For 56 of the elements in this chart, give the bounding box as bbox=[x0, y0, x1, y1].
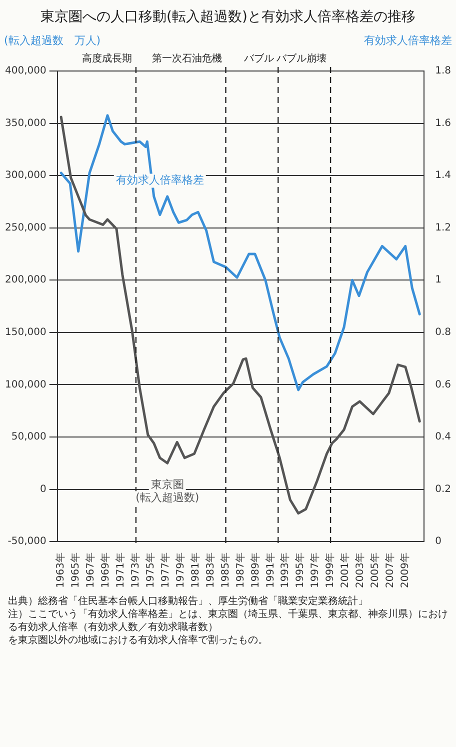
x-tick-label: 1979年 bbox=[174, 552, 186, 588]
y-tick-label: 0 bbox=[40, 484, 46, 495]
y-tick-label: 50,000 bbox=[11, 432, 46, 443]
y2-tick-label: 0.8 bbox=[435, 327, 452, 338]
x-tick-label: 1991年 bbox=[264, 552, 276, 588]
x-tick-label: 1965年 bbox=[70, 552, 82, 588]
x-tick-label: 1969年 bbox=[100, 552, 112, 588]
y2-tick-label: 1.2 bbox=[435, 222, 452, 234]
y2-tick-label: 0 bbox=[435, 536, 442, 548]
y-tick-label: 400,000 bbox=[4, 66, 46, 77]
y2-tick-label: 1.6 bbox=[435, 118, 452, 129]
y2-tick-label: 0.4 bbox=[435, 432, 452, 443]
x-tick-label: 2005年 bbox=[369, 552, 382, 588]
y-axis-title: (転入超過数 万人) bbox=[4, 34, 101, 47]
ref-line-label: バブル bbox=[243, 52, 274, 65]
x-tick-label: 1997年 bbox=[309, 552, 322, 588]
series-label: 有効求人倍率格差 bbox=[116, 174, 204, 187]
x-tick-label: 1981年 bbox=[189, 552, 202, 588]
y-tick-label: 150,000 bbox=[4, 327, 46, 338]
ref-line-label: 高度成長期 bbox=[82, 52, 132, 65]
x-tick-label: 1967年 bbox=[84, 552, 97, 588]
x-tick-label: 1995年 bbox=[294, 552, 306, 588]
x-tick-label: 1975年 bbox=[144, 552, 157, 588]
text: を東京圏以外の地域における有効求人倍率で割ったもの。 bbox=[8, 634, 269, 647]
x-tick-label: 1987年 bbox=[234, 552, 246, 588]
y-tick-label: 300,000 bbox=[4, 170, 46, 182]
y-tick-label: 350,000 bbox=[4, 118, 46, 129]
x-tick-label: 1999年 bbox=[324, 552, 336, 588]
y2-axis-title: 有効求人倍率格差 bbox=[364, 34, 452, 47]
y-tick-label: -50,000 bbox=[8, 536, 46, 548]
x-tick-label: 1963年 bbox=[54, 552, 67, 588]
ref-line-label: 第一次石油危機 bbox=[152, 52, 222, 65]
y-tick-label: 200,000 bbox=[4, 274, 46, 286]
y2-tick-label: 1.4 bbox=[435, 170, 452, 182]
text: 注）ここでいう「有効求人倍率格差」とは、東京圏（埼玉県、千葉県、東京都、神奈川県）における有効求人倍率（有効求人数／有効求職者数） bbox=[8, 608, 448, 634]
text: 東京圏 (転入超過数) bbox=[136, 478, 200, 504]
y-tick-label: 250,000 bbox=[4, 222, 46, 234]
y-tick-label: 100,000 bbox=[4, 379, 46, 390]
x-tick-label: 1985年 bbox=[219, 552, 232, 588]
y2-tick-label: 1.8 bbox=[435, 66, 452, 77]
ref-line-label: バブル崩壊 bbox=[276, 52, 327, 65]
y2-tick-label: 1 bbox=[435, 274, 442, 286]
x-tick-label: 2001年 bbox=[339, 552, 352, 588]
x-tick-label: 1973年 bbox=[130, 552, 142, 588]
x-tick-label: 1983年 bbox=[204, 552, 216, 588]
y2-tick-label: 0.6 bbox=[435, 379, 452, 390]
x-tick-label: 1977年 bbox=[159, 552, 172, 588]
y2-tick-label: 0.2 bbox=[435, 484, 452, 495]
chart-title: 東京圏への人口移動(転入超過数)と有効求人倍率格差の推移 bbox=[40, 8, 416, 27]
x-tick-label: 2009年 bbox=[398, 552, 411, 588]
x-tick-label: 1971年 bbox=[114, 552, 127, 588]
x-tick-label: 2007年 bbox=[384, 552, 396, 588]
x-tick-label: 2003年 bbox=[354, 552, 366, 588]
x-tick-label: 1989年 bbox=[249, 552, 262, 588]
x-tick-label: 1993年 bbox=[279, 552, 292, 588]
source-note: 出典）総務省「住民基本台帳人口移動報告」、厚生労働省「職業安定業務統計」 bbox=[8, 595, 369, 608]
